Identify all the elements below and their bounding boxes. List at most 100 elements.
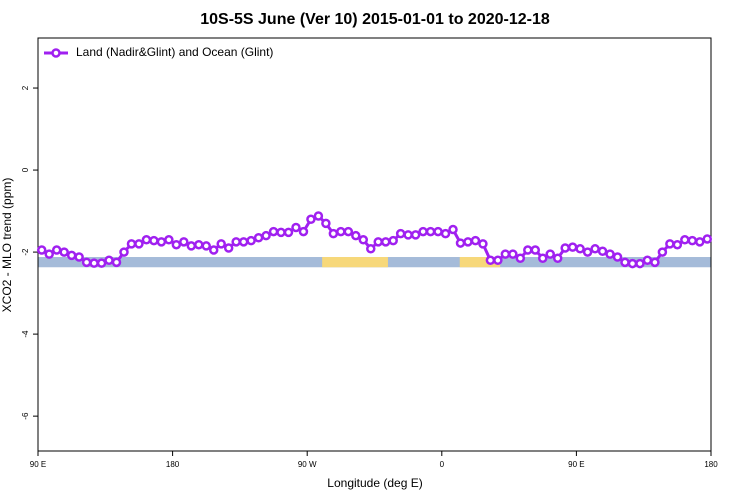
data-point	[201, 241, 211, 251]
data-point	[530, 245, 541, 255]
data-point	[657, 247, 668, 257]
chart-title: 10S-5S June (Ver 10) 2015-01-01 to 2020-…	[200, 11, 550, 28]
data-point	[478, 239, 488, 249]
data-point	[650, 257, 660, 268]
x-tick-label: 90 W	[298, 460, 317, 469]
data-point	[104, 255, 114, 266]
data-point	[59, 247, 69, 257]
data-point	[194, 239, 204, 250]
data-point	[508, 249, 518, 259]
data-point	[538, 253, 548, 263]
data-point	[366, 244, 376, 254]
x-tick-label: 90 E	[568, 460, 584, 469]
data-point	[51, 245, 62, 255]
data-point	[321, 218, 331, 229]
land-band	[322, 257, 388, 268]
data-point	[575, 244, 585, 254]
y-tick-label: 2	[21, 85, 30, 90]
data-point	[328, 228, 339, 239]
y-tick-label: -6	[21, 412, 30, 420]
data-point	[418, 226, 428, 237]
x-tick-label: 180	[704, 460, 718, 469]
data-point	[141, 235, 152, 245]
data-point	[44, 249, 54, 259]
legend-label: Land (Nadir&Glint) and Ocean (Glint)	[76, 45, 273, 59]
data-point	[313, 211, 324, 221]
data-point	[493, 255, 503, 266]
data-point	[179, 237, 189, 247]
data-point	[448, 224, 458, 235]
y-tick-label: 0	[21, 167, 30, 172]
data-point	[81, 257, 92, 268]
x-tick-label: 180	[166, 460, 180, 469]
data-point	[36, 245, 47, 255]
data-point	[351, 230, 361, 241]
data-point	[343, 226, 354, 237]
data-point	[126, 239, 137, 249]
y-axis-label: XCO2 - MLO trend (ppm)	[0, 178, 14, 313]
data-point	[164, 235, 174, 245]
legend-marker	[51, 48, 61, 58]
data-point	[134, 239, 144, 249]
data-point	[597, 246, 608, 257]
data-point	[552, 253, 563, 263]
x-tick-label: 90 E	[30, 460, 46, 469]
data-point	[74, 252, 84, 262]
data-point	[336, 226, 346, 237]
x-tick-label: 0	[440, 460, 445, 469]
y-tick-label: -2	[21, 248, 30, 256]
data-point	[515, 253, 526, 263]
data-point	[395, 228, 406, 239]
data-point	[485, 255, 496, 266]
data-point	[500, 249, 511, 259]
data-point	[687, 235, 698, 246]
data-point	[216, 239, 226, 249]
data-point	[89, 258, 99, 268]
data-point	[268, 226, 279, 237]
data-point	[238, 237, 249, 247]
data-point	[635, 258, 645, 269]
data-point	[223, 243, 234, 253]
data-point	[276, 227, 286, 238]
data-point	[665, 239, 675, 249]
data-point	[156, 237, 167, 247]
data-point	[612, 252, 623, 262]
plot-frame	[37, 37, 712, 452]
data-point	[582, 247, 593, 257]
data-point	[702, 234, 713, 244]
data-point	[306, 214, 316, 225]
data-point	[605, 249, 615, 259]
data-point	[642, 255, 653, 266]
data-point	[470, 235, 481, 246]
data-point	[186, 241, 197, 251]
data-point	[620, 257, 630, 268]
data-point	[261, 230, 271, 241]
data-point	[96, 258, 107, 268]
data-point	[119, 247, 129, 257]
land-band	[459, 257, 501, 268]
data-point	[246, 235, 256, 246]
data-point	[680, 235, 690, 245]
data-point	[440, 228, 451, 239]
data-point	[627, 258, 638, 269]
y-tick-label: -4	[21, 330, 30, 338]
data-point	[171, 239, 182, 250]
data-point	[358, 235, 369, 245]
data-point	[410, 230, 421, 240]
data-point	[455, 238, 466, 248]
data-point	[373, 237, 383, 247]
data-point	[560, 243, 570, 253]
data-point	[590, 244, 600, 254]
data-point	[253, 232, 264, 243]
data-point	[567, 242, 578, 252]
data-point	[298, 226, 309, 237]
data-point	[149, 235, 159, 246]
x-axis-label: Longitude (deg E)	[327, 476, 422, 490]
data-point	[283, 227, 294, 238]
data-point	[463, 237, 473, 247]
data-point	[380, 237, 391, 247]
data-point	[111, 257, 122, 268]
data-point	[433, 226, 443, 237]
data-point	[291, 222, 301, 233]
